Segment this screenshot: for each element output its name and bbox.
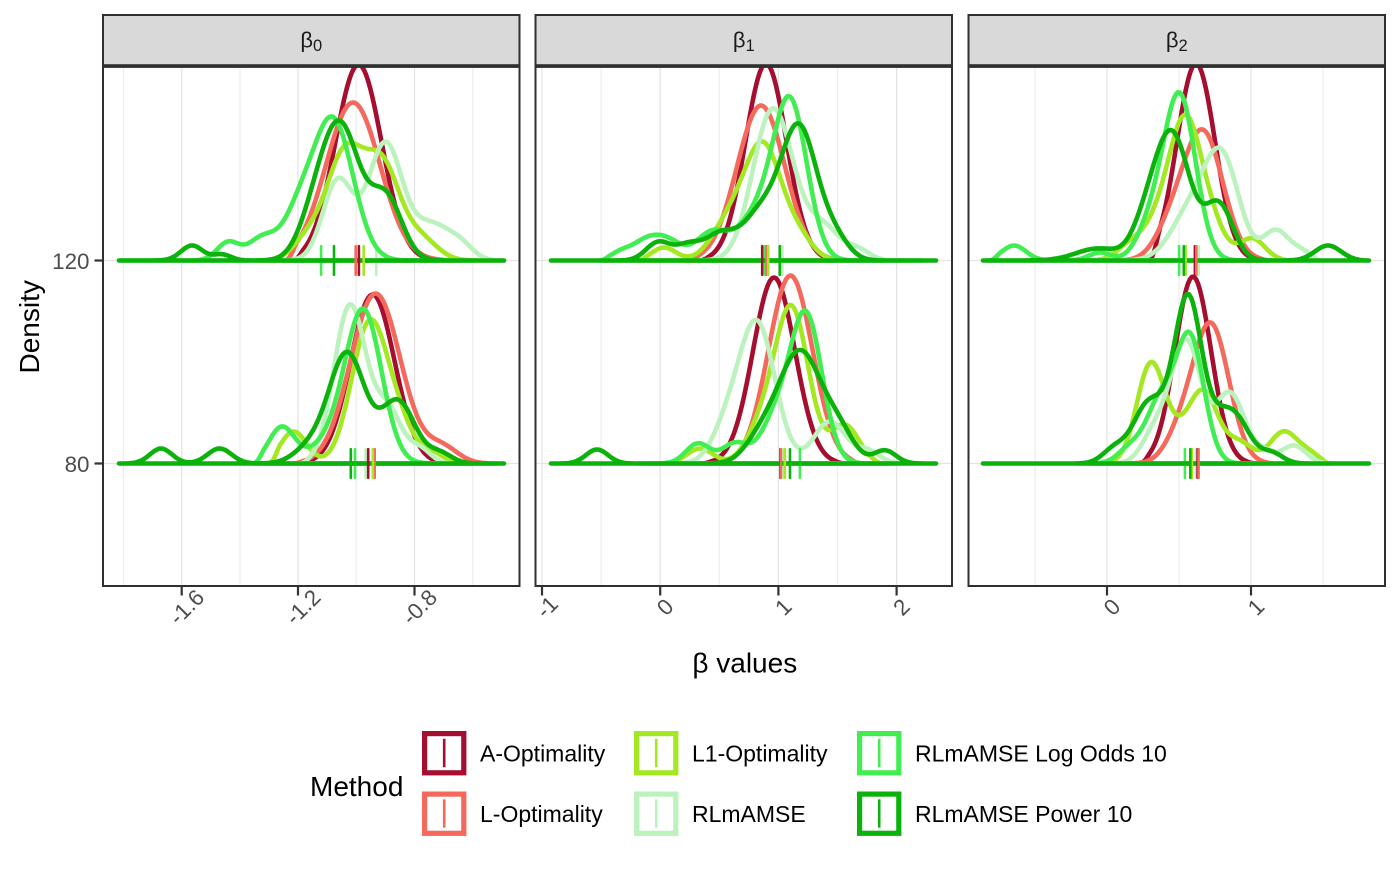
svg-text:80: 80 [65,452,90,477]
svg-text:RLmAMSE Power 10: RLmAMSE Power 10 [915,801,1132,827]
svg-text:L-Optimality: L-Optimality [480,801,603,827]
svg-text:A-Optimality: A-Optimality [480,740,606,766]
svg-text:Density: Density [14,280,45,373]
svg-text:120: 120 [52,249,89,274]
svg-text:Method: Method [310,771,403,802]
svg-text:RLmAMSE Log Odds 10: RLmAMSE Log Odds 10 [915,740,1167,766]
svg-text:L1-Optimality: L1-Optimality [692,740,828,766]
svg-text:β values: β values [692,648,797,679]
svg-text:RLmAMSE: RLmAMSE [692,801,806,827]
